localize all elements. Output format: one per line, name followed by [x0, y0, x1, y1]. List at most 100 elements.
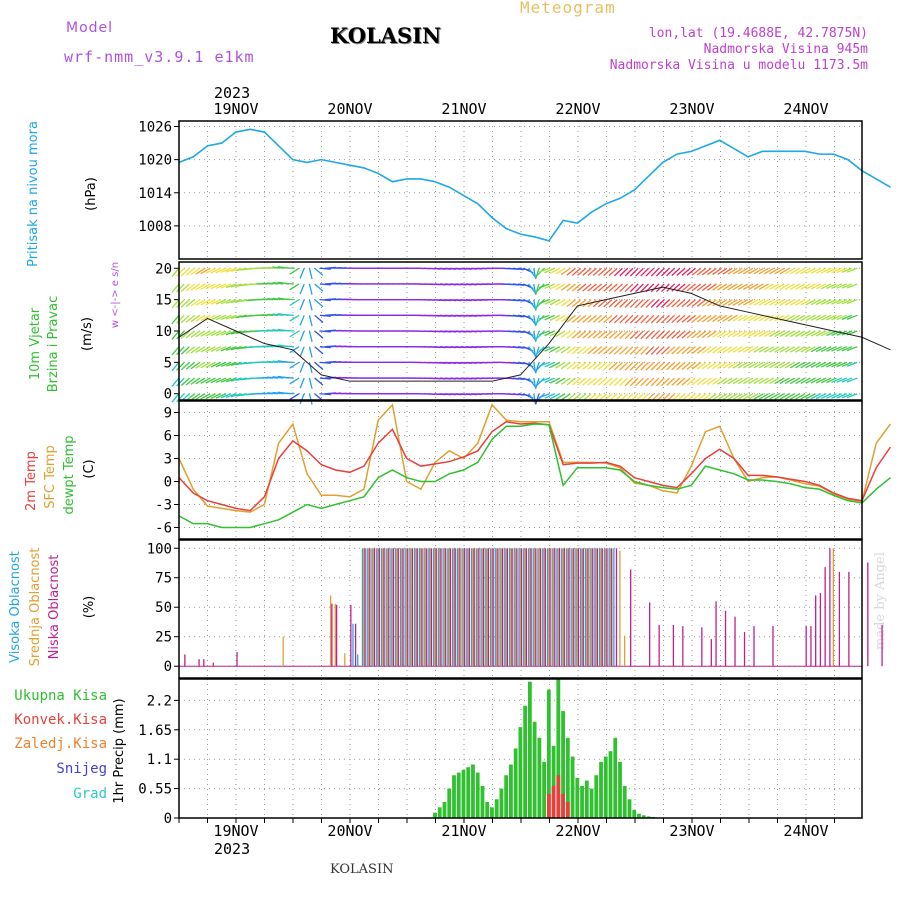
- wind-barb: [686, 346, 696, 355]
- wind-barb: [308, 346, 313, 358]
- wind-barb: [779, 299, 790, 306]
- wind-barb: [267, 392, 279, 395]
- wind-barb: [784, 393, 795, 400]
- wind-barb: [535, 283, 540, 295]
- wind-barb: [592, 283, 603, 292]
- wind-barb: [727, 299, 738, 307]
- wind-barb: [533, 299, 537, 311]
- wind-barb: [608, 299, 618, 308]
- wind-barb: [676, 330, 686, 339]
- wind-barb: [528, 361, 536, 372]
- wind-barb: [640, 346, 650, 355]
- wind-barb: [272, 297, 284, 301]
- wind-barb: [560, 361, 571, 370]
- wind-barb: [560, 267, 571, 276]
- wind-barb: [190, 267, 201, 276]
- wind-barb: [555, 314, 566, 322]
- wind-barb: [681, 361, 691, 370]
- wind-barb: [815, 330, 827, 337]
- wind-barb: [655, 299, 665, 308]
- wind-barb: [200, 314, 211, 322]
- precip-total-bar: [523, 705, 528, 818]
- wind-barb: [544, 283, 555, 290]
- wind-barb: [597, 299, 608, 308]
- wind-barb: [748, 346, 759, 353]
- wind-barb: [737, 299, 749, 306]
- y-tick-label: 9: [164, 406, 172, 422]
- wind-barb: [696, 330, 707, 339]
- wind-barb: [555, 267, 566, 275]
- wind-barb: [696, 283, 707, 292]
- wind-barb: [671, 314, 681, 324]
- wind-barb: [195, 283, 206, 291]
- wind-barb: [624, 299, 634, 308]
- wind-barb: [176, 346, 185, 356]
- wind-barb: [635, 283, 644, 293]
- wind-barb: [308, 315, 313, 327]
- wind-barb: [650, 377, 660, 387]
- precip-total-bar: [565, 737, 570, 818]
- y-tick-label: 0.55: [138, 782, 172, 798]
- precip-total-bar: [509, 764, 513, 818]
- wind-barb: [230, 346, 242, 351]
- wind-barb: [624, 346, 634, 355]
- wind-barb: [831, 330, 842, 336]
- wind-barb: [681, 299, 691, 308]
- wind-barb: [655, 330, 665, 340]
- panel-frame: [178, 400, 863, 540]
- y-tick-label: 10: [155, 324, 172, 340]
- wind-barb: [613, 361, 623, 371]
- wind-barb: [784, 346, 795, 353]
- precip-total-bar: [561, 711, 565, 818]
- wind-barb: [645, 314, 655, 324]
- wind-barb: [582, 330, 592, 339]
- wind-barb: [220, 393, 232, 399]
- wind-barb: [210, 314, 222, 321]
- wind-barb: [582, 299, 592, 308]
- wind-barb: [180, 361, 190, 371]
- wind-barb: [185, 314, 196, 323]
- wind-barb: [566, 361, 576, 370]
- precip-total-bar: [580, 785, 584, 818]
- wind-barb: [650, 299, 660, 308]
- wind-barb: [608, 314, 618, 324]
- wind-barb: [671, 267, 681, 277]
- wind-barb: [686, 283, 696, 292]
- wind-barb: [691, 267, 702, 276]
- wind-barb: [528, 314, 536, 325]
- wind-barb: [535, 315, 540, 327]
- wind-barb: [701, 299, 712, 307]
- wind-barb: [180, 283, 190, 292]
- wind-barb: [790, 283, 801, 291]
- wind-barb: [171, 299, 180, 309]
- wind-barb: [272, 282, 284, 285]
- wind-barb: [640, 267, 650, 277]
- wind-barb: [727, 393, 738, 401]
- wind-barb: [737, 361, 749, 369]
- wind-barb: [629, 330, 639, 340]
- station-title: KOLASIN: [330, 23, 442, 48]
- wind-barb: [176, 267, 185, 277]
- wind-barb: [195, 314, 206, 322]
- wind-barb: [779, 377, 790, 385]
- wind-barb: [769, 283, 780, 291]
- y-tick-label: 0: [164, 659, 172, 675]
- wind-barb: [619, 346, 629, 355]
- wind-barb: [597, 267, 608, 276]
- wind-barb: [810, 377, 822, 384]
- wind-barb: [289, 346, 300, 354]
- wind-barb: [215, 267, 227, 274]
- wind-barb: [190, 283, 201, 291]
- year-top: 2023: [214, 84, 251, 102]
- wind-barb: [836, 377, 848, 383]
- wind-barb: [200, 393, 211, 400]
- wind-barb: [748, 314, 759, 322]
- wind-barb: [210, 283, 222, 290]
- wind-barb: [790, 267, 801, 275]
- wind-barb: [846, 267, 858, 273]
- wind-barb: [846, 314, 858, 320]
- y-tick-label: 1008: [138, 219, 172, 235]
- wind-barb: [171, 267, 180, 278]
- wind-barb: [592, 377, 603, 386]
- model-name: wrf-nmm_v3.9.1 e1km: [64, 48, 255, 66]
